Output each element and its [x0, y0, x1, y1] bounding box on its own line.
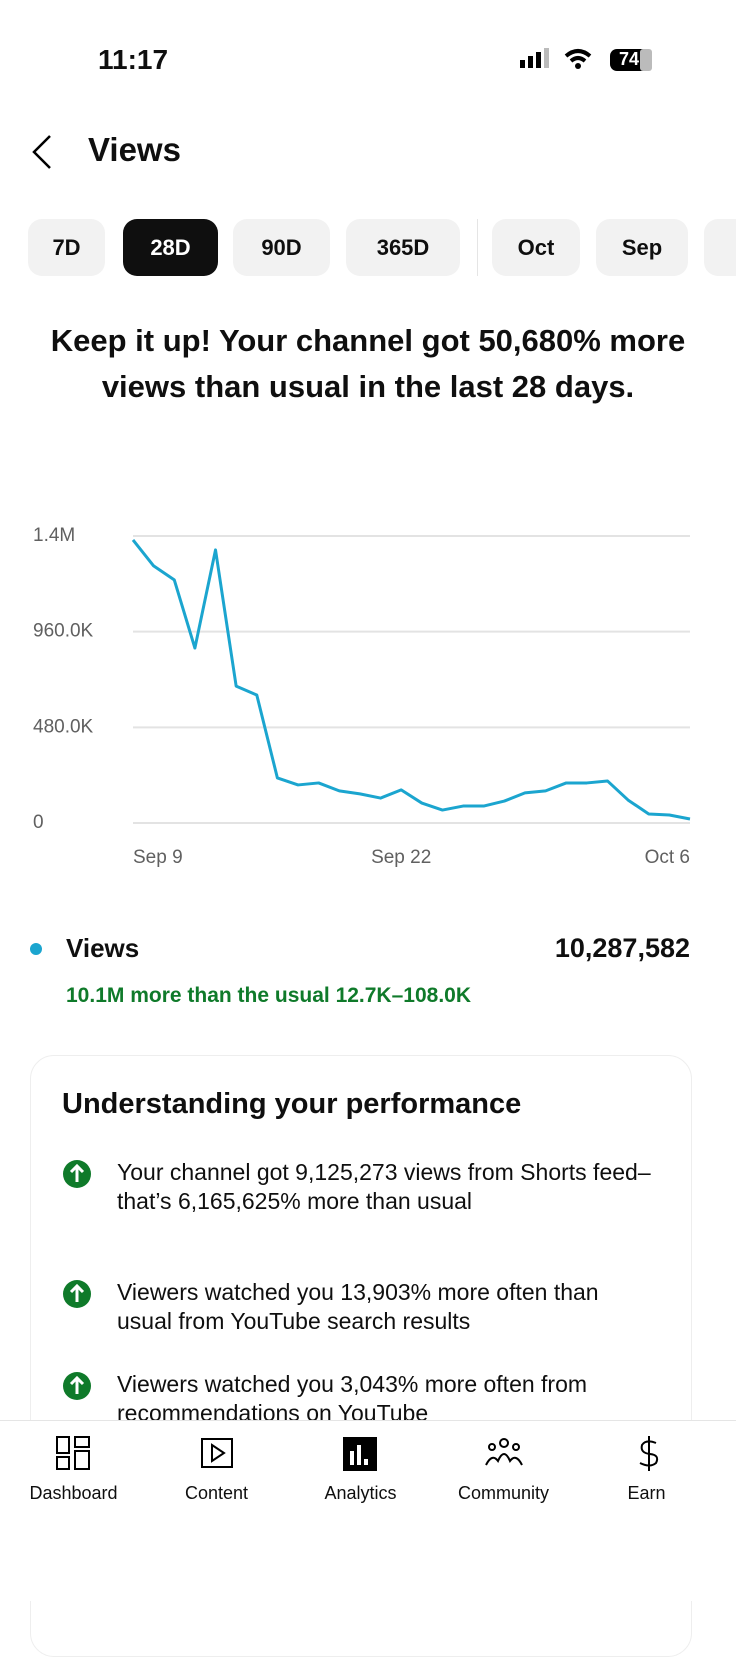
- insight-text: Viewers watched you 13,903% more often t…: [117, 1279, 599, 1334]
- tab-divider: [477, 219, 478, 276]
- arrow-up: [69, 1283, 85, 1302]
- insight-icon: [63, 1280, 91, 1308]
- tab[interactable]: Oct: [492, 219, 580, 276]
- legend-dot: [30, 943, 42, 955]
- screen: 11:17 74 Views 7D 28D 90D 365D Oct Sep Keep i…: [0, 44, 736, 1657]
- insight-icon: [63, 1160, 91, 1188]
- legend-name: Views: [66, 933, 140, 963]
- comparison: 10.1M more than the usual 12.7K–108.0K: [66, 984, 471, 1007]
- tab[interactable]: 28D: [123, 219, 218, 276]
- x-tick-label: Oct 6: [645, 847, 690, 868]
- y-tick-label: 960.0K: [33, 621, 94, 642]
- insight-text: Your channel got 9,125,273 views from Sh…: [117, 1159, 651, 1214]
- nav-label[interactable]: Content: [184, 1483, 249, 1503]
- total-views: 10,287,582: [554, 933, 690, 963]
- x-tick-label: Sep 9: [133, 847, 183, 868]
- page-title: Views: [88, 131, 181, 168]
- nav-icons: [56, 1436, 659, 1471]
- nav-label[interactable]: Earn: [627, 1483, 666, 1503]
- battery-level: 74: [618, 49, 640, 69]
- nav-label[interactable]: Community: [457, 1483, 550, 1503]
- y-tick-label: 1.4M: [33, 525, 75, 546]
- status-time: 11:17: [98, 44, 169, 75]
- y-tick-label: 480.0K: [33, 716, 94, 737]
- nav-label[interactable]: Analytics: [324, 1483, 397, 1503]
- tab[interactable]: 90D: [233, 219, 330, 276]
- tab[interactable]: 365D: [346, 219, 460, 276]
- arrow-up: [69, 1375, 85, 1394]
- status-icons: [520, 48, 652, 71]
- tab-partial[interactable]: [704, 219, 736, 276]
- headline: Keep it up! Your channel got 50,680% mor…: [50, 323, 686, 404]
- insight-icon: [63, 1372, 91, 1400]
- arrow-up: [69, 1163, 85, 1182]
- nav-label[interactable]: Dashboard: [29, 1483, 118, 1503]
- bottom-nav: Dashboard Content Analytics Community Earn: [0, 1420, 736, 1601]
- tab[interactable]: Sep: [596, 219, 688, 276]
- line-series: [131, 539, 691, 821]
- chart: 0 480.0K 960.0K 1.4M Sep 9 Sep 22 Oct 6: [33, 525, 691, 868]
- tab[interactable]: 7D: [28, 219, 105, 276]
- back-button[interactable]: [28, 132, 58, 172]
- y-tick-label: 0: [33, 812, 44, 833]
- card-title: Understanding your performance: [62, 1088, 522, 1120]
- x-tick-label: Sep 22: [371, 847, 431, 868]
